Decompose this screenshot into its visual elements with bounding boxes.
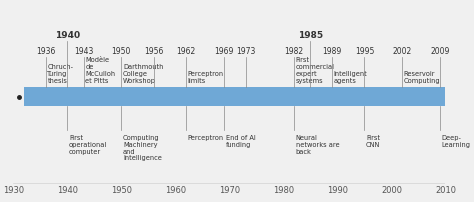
Text: Perceptron
limits: Perceptron limits (188, 71, 224, 83)
Text: 1990: 1990 (327, 185, 348, 195)
Text: Neural
networks are
back: Neural networks are back (296, 134, 339, 154)
Text: 1962: 1962 (176, 47, 196, 56)
Text: First
commercial
expert
systems: First commercial expert systems (296, 57, 335, 83)
Text: 1950: 1950 (111, 185, 132, 195)
Text: 1940: 1940 (57, 185, 78, 195)
Text: 2000: 2000 (381, 185, 402, 195)
Text: Perceptron: Perceptron (188, 134, 224, 140)
Text: End of AI
funding: End of AI funding (226, 134, 255, 147)
Text: 2010: 2010 (435, 185, 456, 195)
Text: 1960: 1960 (165, 185, 186, 195)
Text: 1930: 1930 (3, 185, 24, 195)
Text: Intelligent
agents: Intelligent agents (334, 71, 367, 83)
Text: First
CNN: First CNN (366, 134, 381, 147)
Text: 1980: 1980 (273, 185, 294, 195)
FancyBboxPatch shape (24, 87, 446, 107)
Text: 1970: 1970 (219, 185, 240, 195)
Text: Reservoir
Computing: Reservoir Computing (404, 71, 440, 83)
Text: 1936: 1936 (36, 47, 55, 56)
Text: First
operational
computer: First operational computer (69, 134, 107, 154)
Text: 1956: 1956 (144, 47, 164, 56)
Text: 1943: 1943 (74, 47, 93, 56)
Text: Deep-
Learning: Deep- Learning (442, 134, 471, 147)
Text: 1940: 1940 (55, 31, 80, 40)
Text: 1985: 1985 (298, 31, 323, 40)
Text: 2009: 2009 (430, 47, 450, 56)
Text: 1969: 1969 (214, 47, 234, 56)
Text: 1950: 1950 (112, 47, 131, 56)
Text: 1973: 1973 (236, 47, 255, 56)
Text: 1995: 1995 (355, 47, 374, 56)
Text: Modèle
de
McCulloh
et Pitts: Modèle de McCulloh et Pitts (85, 57, 115, 83)
Text: Computing
Machinery
and
Intelligence: Computing Machinery and Intelligence (123, 134, 162, 161)
Text: 2002: 2002 (392, 47, 412, 56)
Text: 1989: 1989 (322, 47, 342, 56)
Text: Darthmouth
College
Workshop: Darthmouth College Workshop (123, 64, 164, 83)
Text: Chruch-
Turing
thesis: Chruch- Turing thesis (47, 64, 73, 83)
Text: 1982: 1982 (285, 47, 304, 56)
